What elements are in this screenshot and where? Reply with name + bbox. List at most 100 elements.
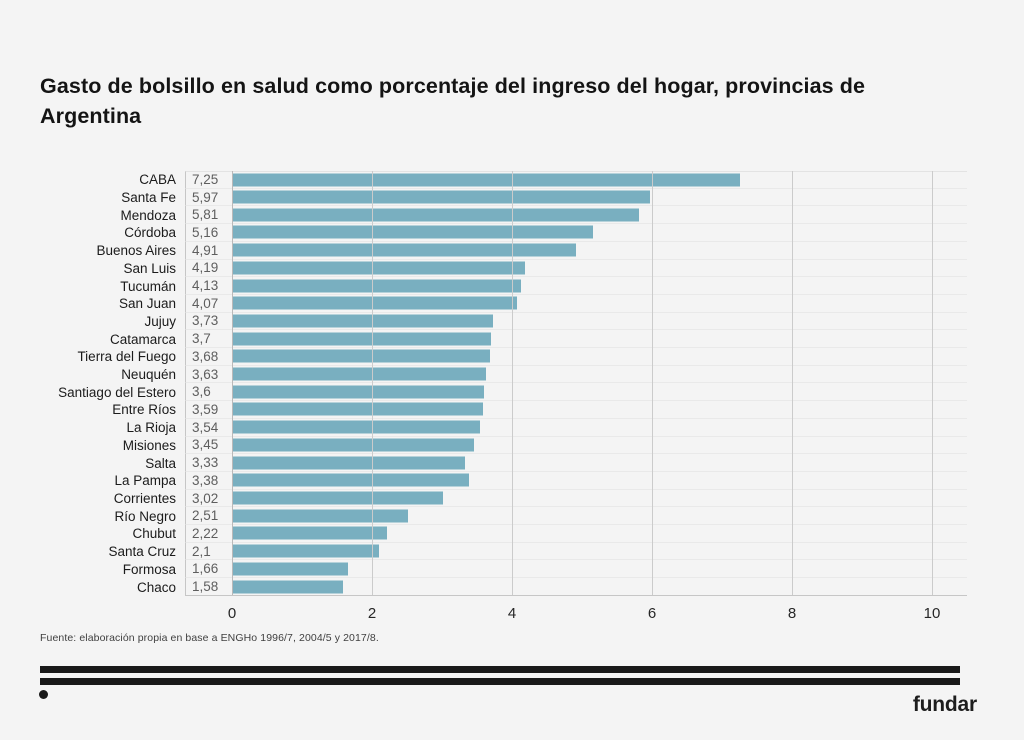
bar-track xyxy=(232,330,967,349)
x-tick-label: 4 xyxy=(507,605,517,622)
province-label: San Luis xyxy=(123,260,176,276)
bar-track xyxy=(232,401,967,419)
bar xyxy=(232,314,494,328)
bar-track xyxy=(232,348,967,366)
province-label: Río Negro xyxy=(114,508,176,524)
chart-title: Gasto de bolsillo en salud como porcenta… xyxy=(40,71,970,131)
bar xyxy=(232,456,466,470)
bar xyxy=(232,473,469,487)
bar-row: Tierra del Fuego 3,68 xyxy=(40,348,967,366)
bar-track xyxy=(232,366,967,384)
province-label: Córdoba xyxy=(124,225,176,241)
bar-track xyxy=(232,189,967,207)
bar-track xyxy=(232,313,967,331)
bar-row: Río Negro 2,51 xyxy=(40,507,967,526)
province-label: Jujuy xyxy=(144,313,176,329)
bar-track xyxy=(232,224,967,242)
bar-row: Catamarca 3,7 xyxy=(40,330,967,349)
bar-row: Entre Ríos 3,59 xyxy=(40,401,967,419)
province-label: CABA xyxy=(139,172,176,188)
province-label: Buenos Aires xyxy=(96,243,176,259)
province-label: Neuquén xyxy=(121,367,176,383)
bar-row: Neuquén 3,63 xyxy=(40,365,967,384)
value-label: 1,66 xyxy=(185,560,232,579)
bar-track xyxy=(232,525,967,543)
bar-track xyxy=(232,560,967,579)
bar-row: Corrientes 3,02 xyxy=(40,489,967,508)
value-label: 5,97 xyxy=(185,188,232,207)
province-label: Tierra del Fuego xyxy=(77,349,176,365)
value-label: 3,54 xyxy=(185,418,232,437)
bar-row: San Luis 4,19 xyxy=(40,259,967,278)
bar xyxy=(232,402,484,416)
bar-row: Santa Cruz 2,1 xyxy=(40,542,967,561)
bar xyxy=(232,580,343,594)
bar-row: La Pampa 3,38 xyxy=(40,471,967,490)
value-label: 2,1 xyxy=(185,542,232,561)
bar-track xyxy=(232,472,967,490)
bar-row: Santa Fe 5,97 xyxy=(40,188,967,207)
value-label: 3,63 xyxy=(185,365,232,384)
value-label: 7,25 xyxy=(185,171,232,189)
bar-track xyxy=(232,260,967,278)
bar-row: CABA 7,25 xyxy=(40,171,967,189)
bar-track xyxy=(232,490,967,508)
value-label: 3,02 xyxy=(185,489,232,508)
brand-logo: fundar xyxy=(912,693,977,716)
bar-chart: CABA 7,25 Santa Fe 5,97 Mendoza 5,81 Córdoba 5,… xyxy=(40,171,967,622)
bar-row: Mendoza 5,81 xyxy=(40,206,967,225)
bar xyxy=(232,526,388,540)
bar-track xyxy=(232,295,967,313)
bar-row: Misiones 3,45 xyxy=(40,436,967,455)
bar-track xyxy=(232,419,967,437)
bar xyxy=(232,385,484,399)
bar-track xyxy=(232,206,967,225)
province-label: La Pampa xyxy=(114,473,176,489)
value-label: 3,6 xyxy=(185,383,232,402)
value-label: 2,51 xyxy=(185,507,232,526)
province-label: Corrientes xyxy=(113,491,176,506)
bar xyxy=(232,438,474,452)
bar-track xyxy=(232,543,967,561)
province-label: San Juan xyxy=(118,296,176,312)
value-label: 2,22 xyxy=(185,525,232,543)
divider-line-bottom xyxy=(40,678,960,685)
bar-row: Tucumán 4,13 xyxy=(40,277,967,295)
bar-track xyxy=(232,454,967,472)
bar xyxy=(232,420,480,434)
bar-row: Santiago del Estero 3,6 xyxy=(40,383,967,402)
value-label: 4,13 xyxy=(185,277,232,295)
province-label: Chaco xyxy=(136,579,176,595)
province-label: Santa Cruz xyxy=(108,544,176,560)
bar-track xyxy=(232,383,967,402)
bar-track xyxy=(232,171,967,189)
bar-track xyxy=(232,277,967,295)
x-tick-label: 10 xyxy=(923,605,941,622)
province-label: Santiago del Estero xyxy=(58,384,176,400)
x-axis: 0 2 4 6 8 10 xyxy=(40,605,967,625)
x-tick-label: 0 xyxy=(227,605,237,622)
divider-line-top xyxy=(40,666,960,673)
bar-row: Chaco 1,58 xyxy=(40,578,967,596)
bar xyxy=(232,332,491,346)
value-label: 4,91 xyxy=(185,241,232,260)
source-note: Fuente: elaboración propia en base a ENG… xyxy=(40,632,379,644)
value-label: 3,33 xyxy=(185,454,232,472)
bar xyxy=(232,367,487,381)
value-label: 3,7 xyxy=(185,330,232,349)
x-tick-label: 2 xyxy=(367,605,377,622)
value-label: 3,38 xyxy=(185,471,232,490)
bar-row: Salta 3,33 xyxy=(40,454,967,472)
bar xyxy=(232,279,522,293)
bar-row: San Juan 4,07 xyxy=(40,294,967,313)
bar xyxy=(232,243,576,257)
x-tick-label: 6 xyxy=(647,605,657,622)
bar-track xyxy=(232,507,967,526)
value-label: 1,58 xyxy=(185,578,232,596)
bar xyxy=(232,173,740,187)
value-label: 4,07 xyxy=(185,294,232,313)
bar-row: La Rioja 3,54 xyxy=(40,418,967,437)
bar-row: Formosa 1,66 xyxy=(40,560,967,579)
bar-track xyxy=(232,437,967,455)
bar-row: Buenos Aires 4,91 xyxy=(40,241,967,260)
